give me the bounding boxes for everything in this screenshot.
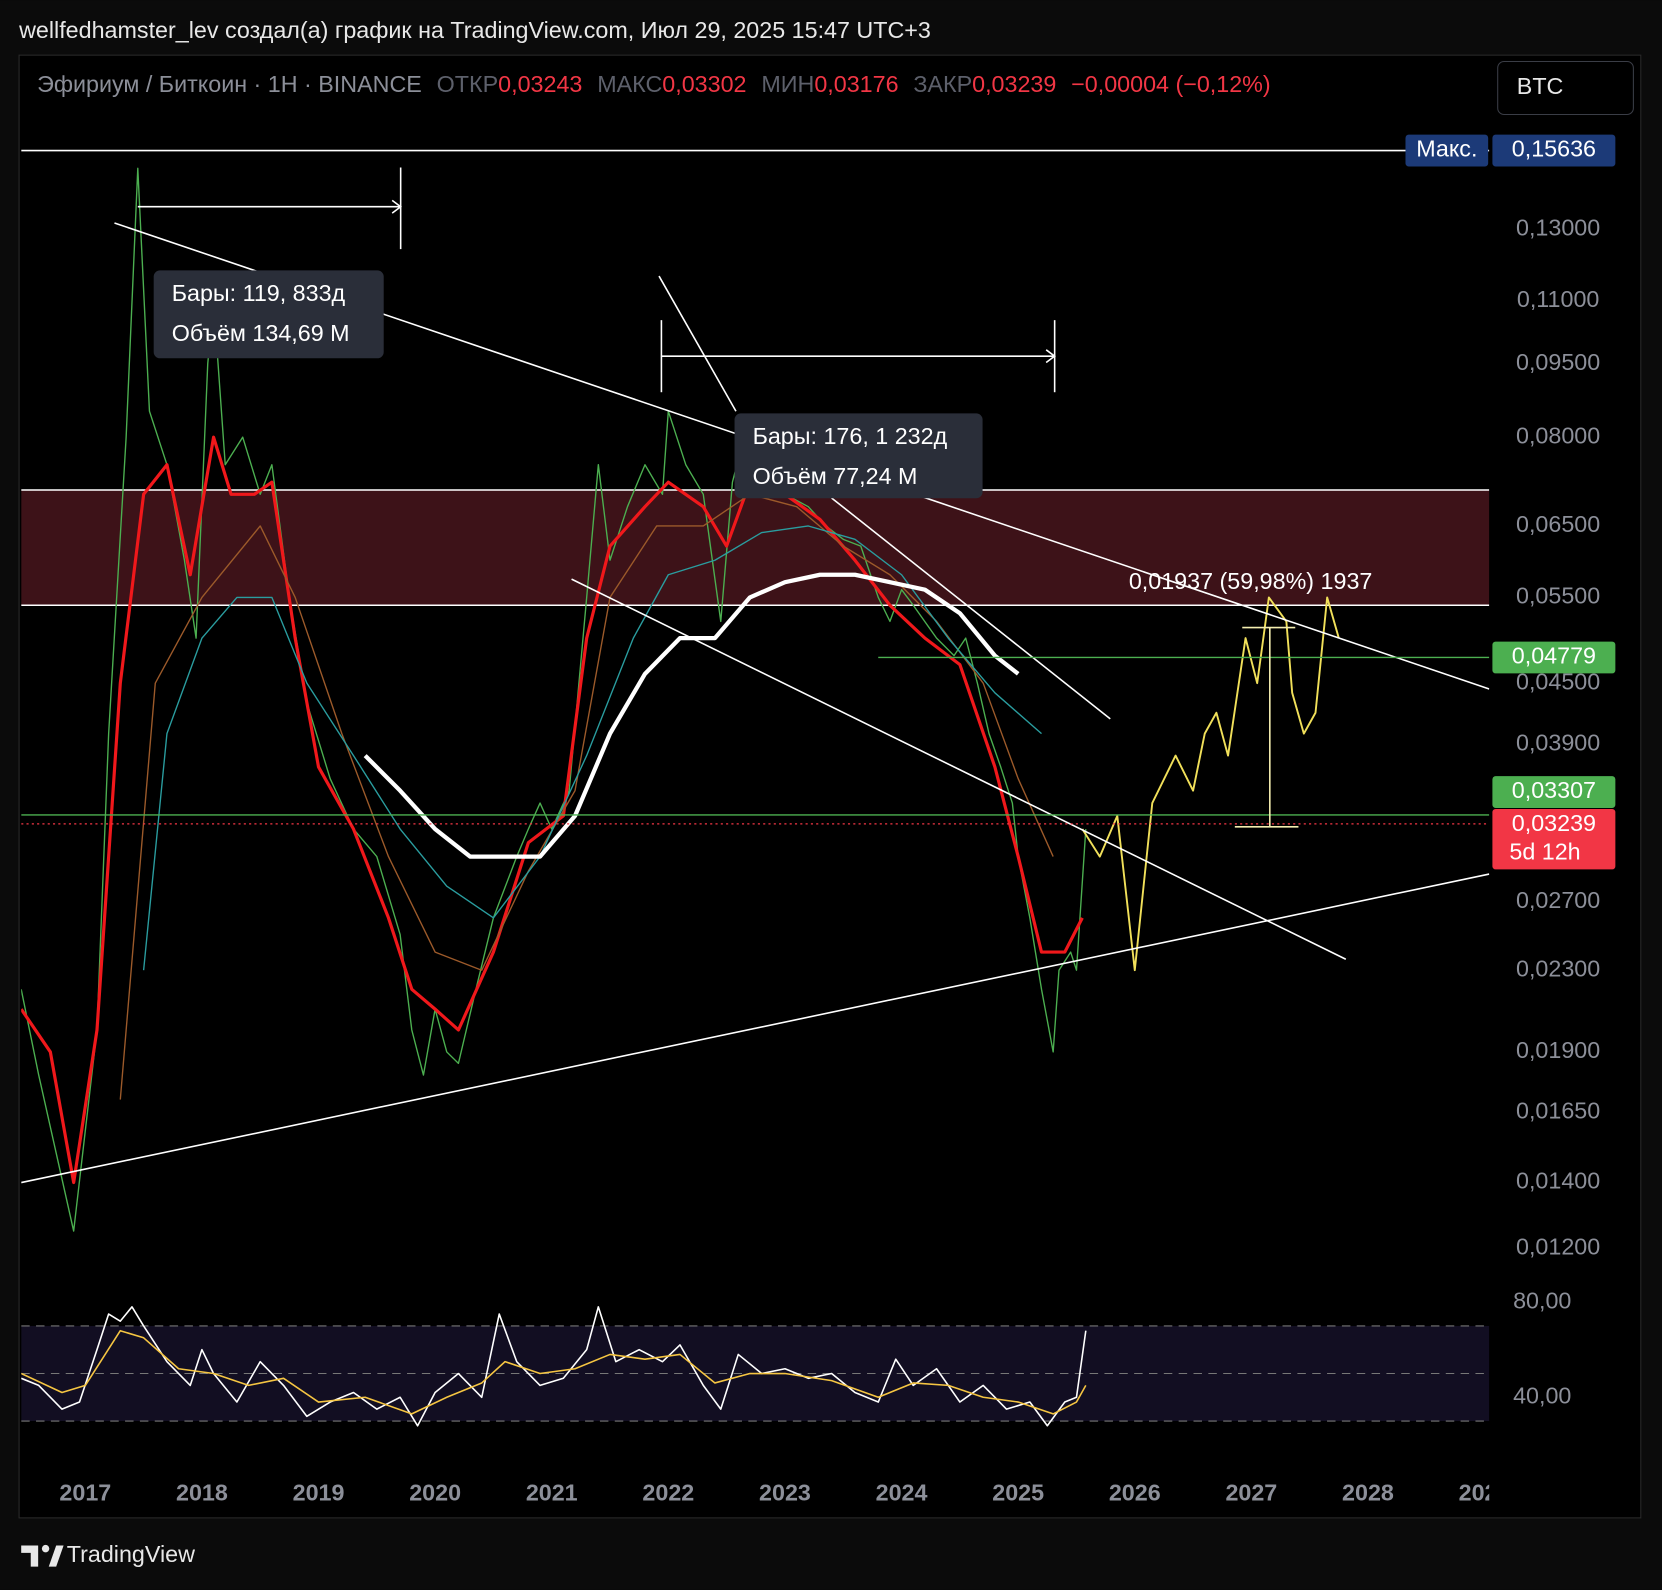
- y-tick-label: 0,06500: [1516, 511, 1600, 537]
- legend-name: ЗАКР: [913, 71, 972, 97]
- level-label: 0,03307: [1512, 777, 1596, 803]
- x-tick-label: 2025: [992, 1480, 1044, 1506]
- x-tick-label: 2019: [293, 1480, 345, 1506]
- y-tick-label: 0,09500: [1516, 349, 1600, 375]
- measure-volume: Объём 77,24 M: [753, 463, 918, 489]
- level-label: 0,04779: [1512, 643, 1596, 669]
- trendline: [831, 497, 1111, 720]
- x-tick-label: 2026: [1109, 1480, 1161, 1506]
- level-label: 0,15636: [1512, 136, 1596, 162]
- currency-button[interactable]: [1497, 60, 1634, 116]
- header: wellfedhamster_lev создал(а) график на T…: [18, 17, 931, 43]
- logo-mark: [41, 1544, 50, 1553]
- y-tick-label: 0,05500: [1516, 583, 1600, 609]
- rsi-tick-label: 80,00: [1513, 1287, 1571, 1313]
- y-tick-label: 0,13000: [1516, 215, 1600, 241]
- y-tick-label: 0,11000: [1517, 286, 1600, 312]
- measure-bars: Бары: 176, 1 232д: [753, 423, 948, 449]
- rsi-pane: [21, 1306, 1490, 1427]
- symbol: Эфириум / Биткоин · 1Н · BINANCE: [37, 71, 422, 97]
- trendline: [21, 873, 1490, 1184]
- x-tick-label: 2028: [1342, 1480, 1394, 1506]
- time-axis: 2017 2018 2019 2020 2021 2022 2023 2024 2025 2026…: [59, 1480, 1511, 1506]
- y-tick-label: 0,01900: [1516, 1037, 1600, 1063]
- measure-tooltip: [153, 270, 384, 359]
- y-tick-label: 0,01200: [1516, 1234, 1600, 1260]
- legend-value: 0,03176: [814, 71, 898, 97]
- currency[interactable]: BTC: [1517, 73, 1564, 99]
- legend-value: 0,03302: [662, 71, 746, 97]
- price-line: [21, 167, 1087, 1232]
- trendline: [571, 578, 1347, 960]
- annotation: 0,01937 (59,98%) 1937: [1129, 568, 1373, 594]
- x-tick-label: 2018: [176, 1480, 228, 1506]
- legend-value: 0,03243: [498, 71, 582, 97]
- legend-name: МИН: [761, 71, 814, 97]
- level-badge: [1492, 641, 1616, 674]
- x-tick-label: 2027: [1225, 1480, 1277, 1506]
- x-tick-label: 2029: [1459, 1480, 1511, 1506]
- zone: [21, 490, 1490, 606]
- measure-tooltip: [734, 413, 983, 499]
- projection: [1081, 596, 1340, 972]
- legend-name: ОТКР: [437, 71, 498, 97]
- y-tick-label: 0,01400: [1516, 1168, 1600, 1194]
- x-tick-label: 2022: [642, 1480, 694, 1506]
- rsi-line: [21, 1329, 1087, 1415]
- measure-volume: Объём 134,69 M: [172, 320, 350, 346]
- logo-mark: [48, 1545, 64, 1567]
- y-tick-label: 0,08000: [1516, 422, 1600, 448]
- x-tick-label: 2017: [59, 1480, 111, 1506]
- y-tick-label: 0,02300: [1516, 955, 1600, 981]
- x-tick-label: 2020: [409, 1480, 461, 1506]
- measure-bars: Бары: 119, 833д: [172, 280, 346, 306]
- level-badge: [1492, 134, 1616, 167]
- rsi-line: [21, 1306, 1087, 1427]
- level-badge: [1492, 809, 1616, 870]
- level-countdown: 5d 12h: [1509, 839, 1580, 865]
- level-badge: [1492, 776, 1616, 808]
- level-label: 0,03239: [1512, 810, 1596, 836]
- footer-logo: TradingView: [21, 1541, 195, 1567]
- price-line: [363, 572, 1020, 859]
- legend-value: 0,03239: [972, 71, 1056, 97]
- trendline: [658, 275, 737, 412]
- y-tick-label: 0,03900: [1516, 730, 1600, 756]
- x-tick-label: 2024: [876, 1480, 928, 1506]
- legend-name: МАКС: [597, 71, 662, 97]
- x-tick-label: 2021: [526, 1480, 578, 1506]
- price-pane: [21, 149, 1490, 1232]
- legend-change: −0,00004 (−0,12%): [1071, 71, 1270, 97]
- x-tick-label: 2023: [759, 1480, 811, 1506]
- level-name: Макс.: [1416, 136, 1477, 162]
- legend: Эфириум / Биткоин · 1Н · BINANCE ОТКР0,03…: [37, 71, 1271, 97]
- price-line: [142, 525, 1042, 971]
- logo-mark: [21, 1545, 39, 1567]
- y-tick-label: 0,02700: [1516, 887, 1600, 913]
- price-line: [21, 435, 1084, 1185]
- footer-brand: TradingView: [67, 1541, 195, 1567]
- overlays: Бары: 119, 833д Объём 134,69 M Бары: 176…: [37, 60, 1634, 1408]
- rsi-tick-label: 40,00: [1513, 1382, 1571, 1408]
- level-name-badge: [1405, 134, 1489, 167]
- y-tick-label: 0,01650: [1516, 1097, 1600, 1123]
- price-line: [119, 493, 1054, 1100]
